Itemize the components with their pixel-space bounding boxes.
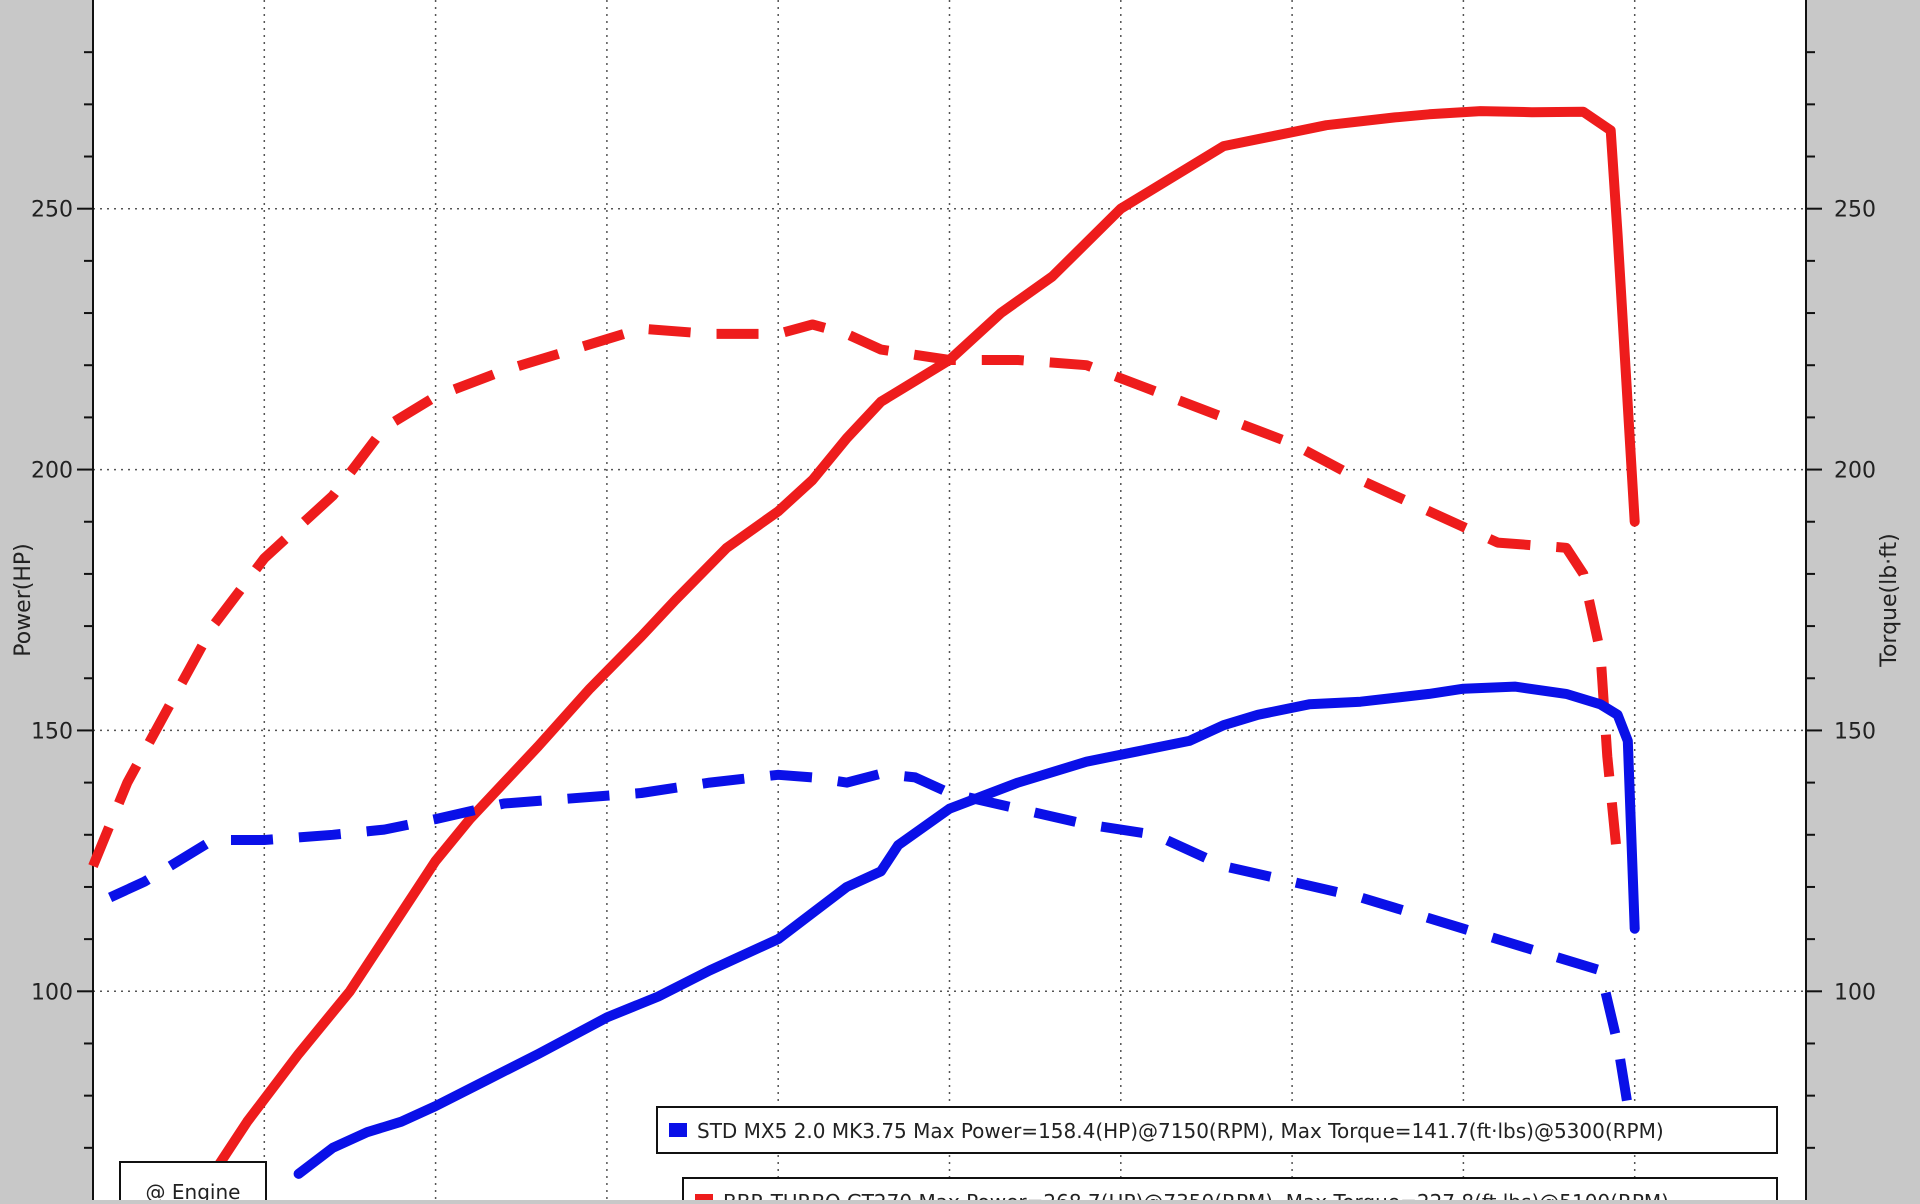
tick-label-left: 200: [31, 459, 73, 484]
tick-label-left: 250: [31, 198, 73, 223]
y-axis-label-left: Power(HP): [11, 543, 36, 657]
series-line-1: [207, 106, 1640, 1179]
legend-entry: BBR TURBO GT270 Max Power=268.7(HP)@7350…: [723, 1190, 1669, 1200]
tick-label-right: 150: [1834, 719, 1876, 744]
tick-label-left: 150: [31, 719, 73, 744]
annotation-text: @ Engine: [146, 1180, 241, 1200]
y-axis-label-right: Torque(lb·ft): [1877, 533, 1902, 667]
tick-label-right: 200: [1834, 459, 1876, 484]
legend-entry: STD MX5 2.0 MK3.75 Max Power=158.4(HP)@7…: [697, 1119, 1664, 1143]
plot-area: [93, 0, 1806, 1200]
legend-box: [656, 1106, 1778, 1154]
tick-labels: 100 150 200 250 100 150 200 250: [31, 198, 1876, 1006]
series-line-2: [88, 319, 1623, 868]
tick-label-right: 100: [1834, 980, 1876, 1005]
engine-annotation: @ Engine: [119, 1161, 267, 1204]
tick-label-left: 100: [31, 980, 73, 1005]
series-lines: [88, 106, 1640, 1179]
series-line-3: [293, 681, 1640, 1179]
annotation-box: [119, 1161, 267, 1204]
legend-swatch: [695, 1194, 713, 1204]
plot-frame: [77, 0, 1822, 1200]
legend-swatch: [669, 1123, 687, 1137]
legend: STD MX5 2.0 MK3.75 Max Power=158.4(HP)@7…: [656, 1106, 1778, 1204]
series-line-4: [108, 768, 1640, 1139]
tick-label-right: 250: [1834, 198, 1876, 223]
